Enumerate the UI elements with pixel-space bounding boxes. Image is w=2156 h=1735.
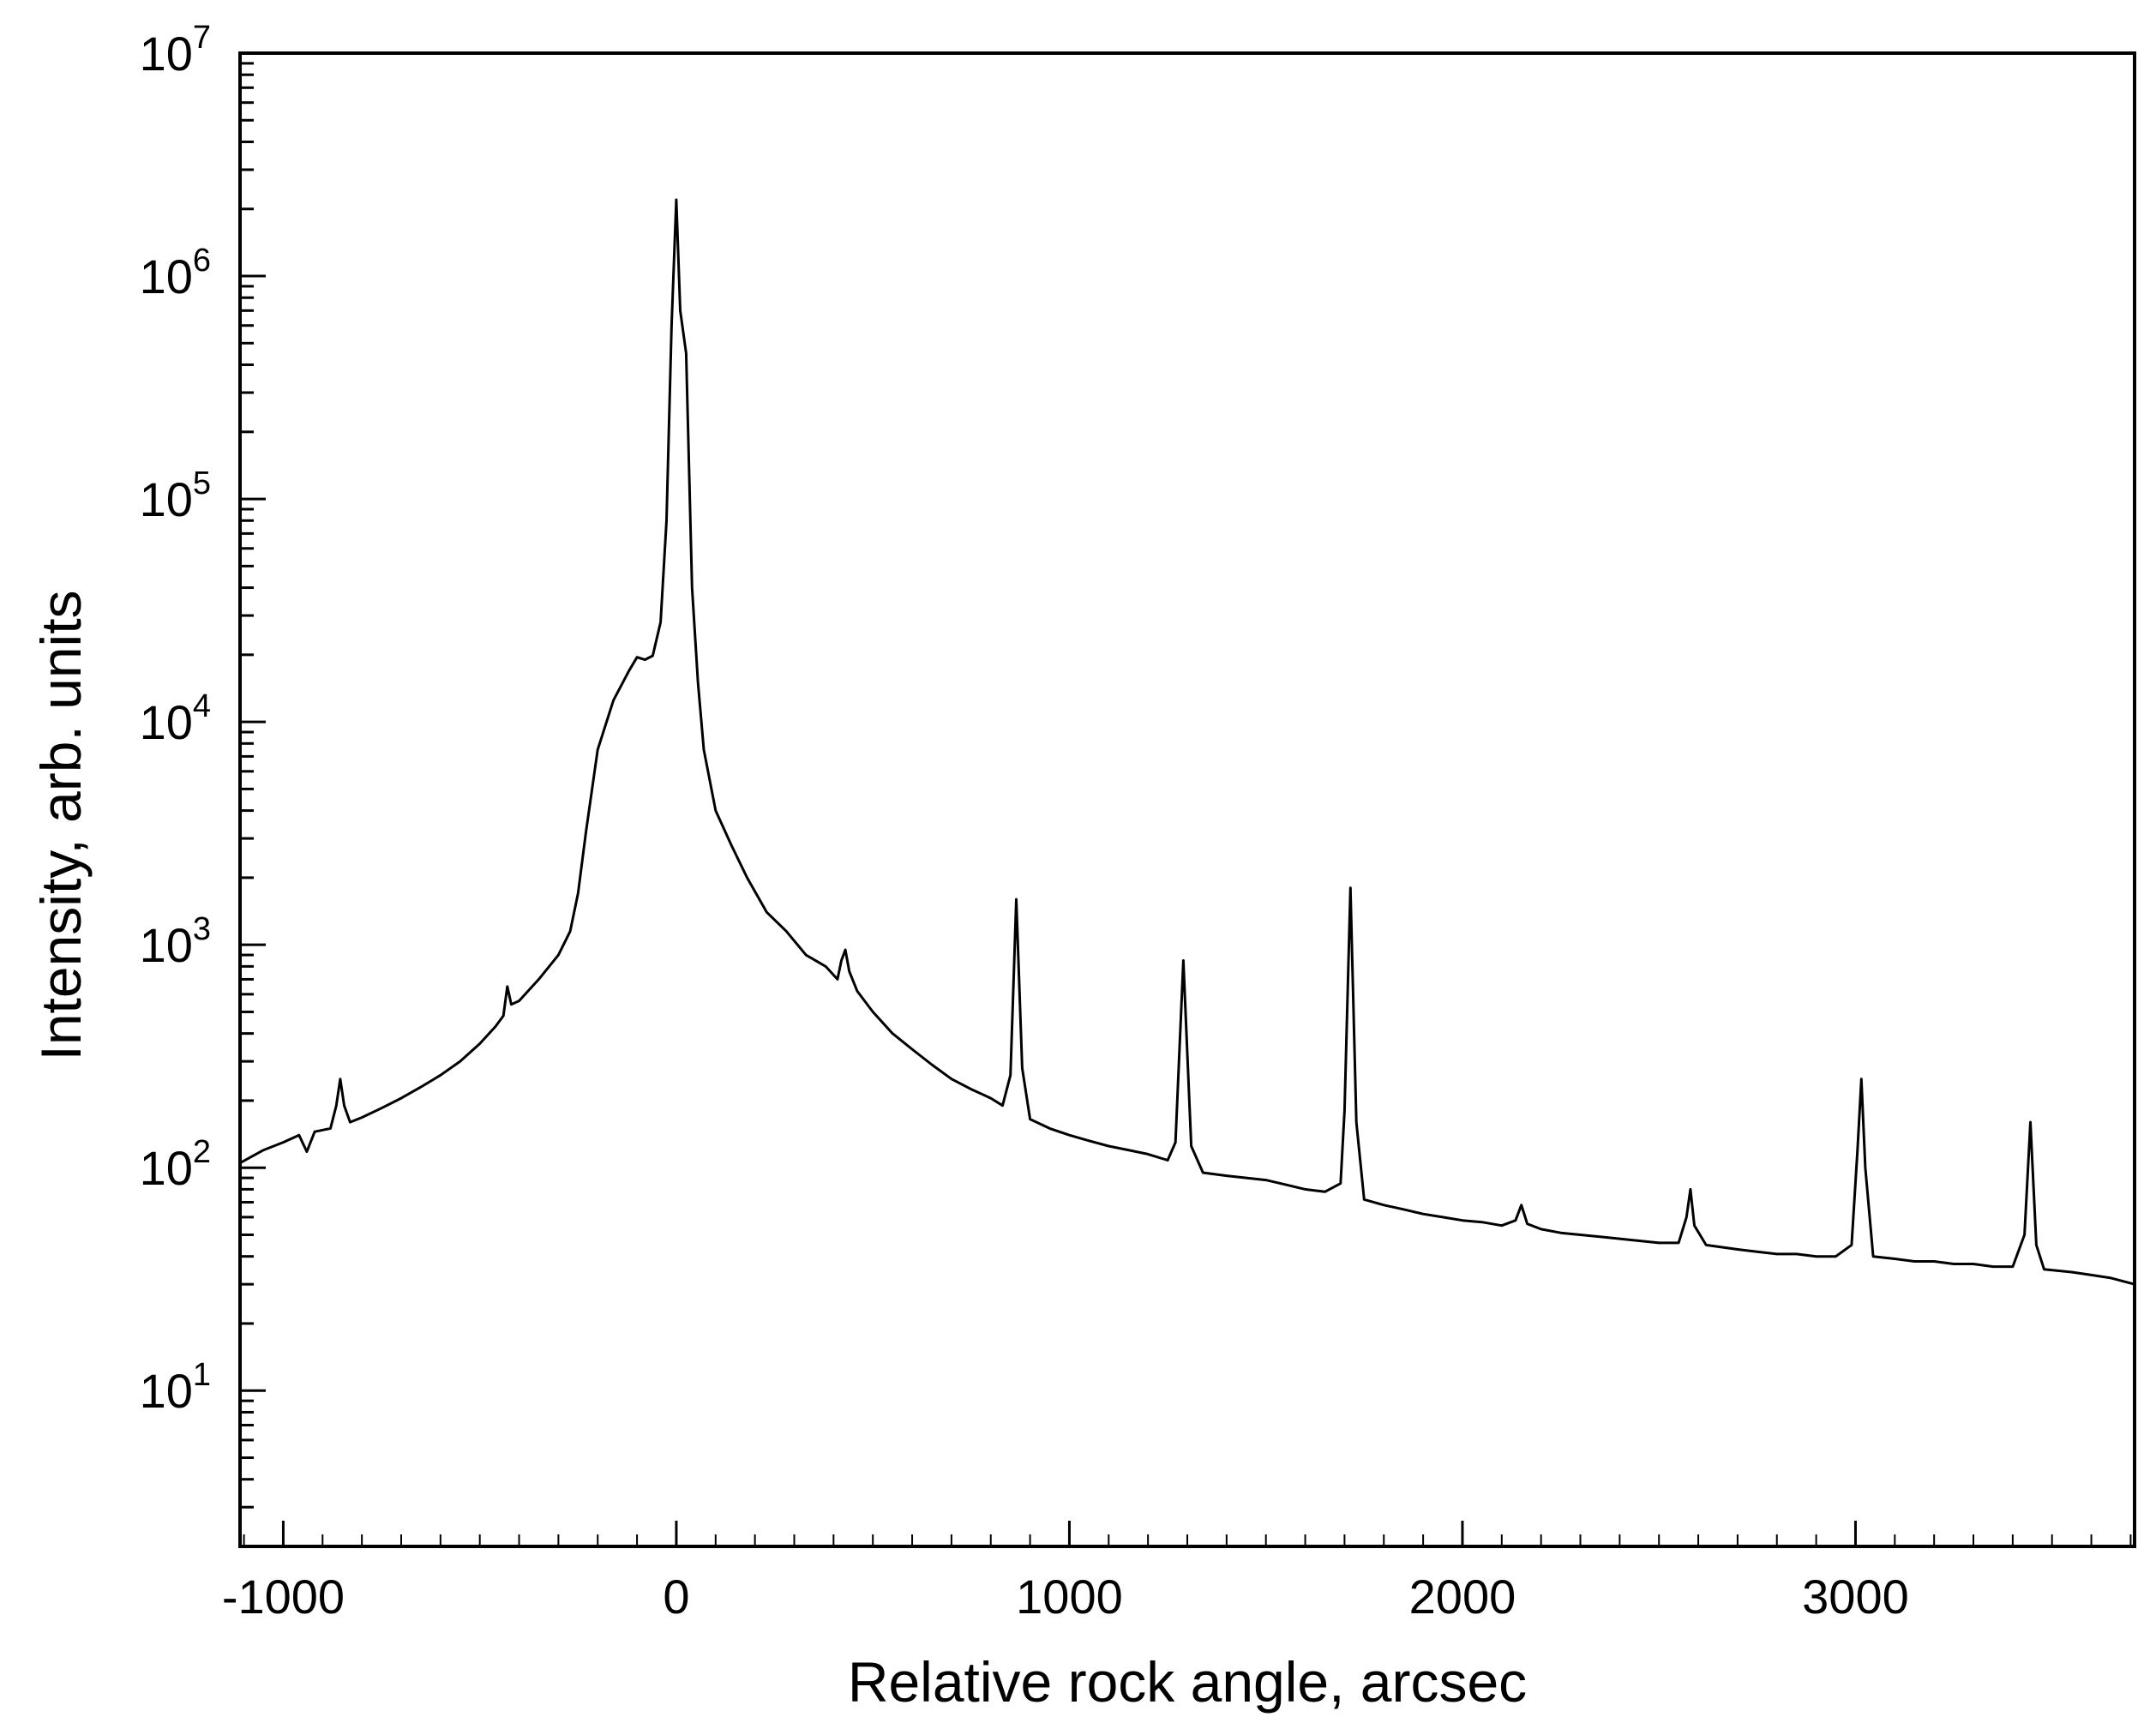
y-tick-label: 103 — [140, 911, 211, 972]
y-axis-title: Intensity, arb. units — [29, 590, 93, 1060]
x-tick-label: 2000 — [1409, 1570, 1516, 1624]
y-tick-label: 107 — [140, 20, 211, 81]
y-minor-ticks — [240, 62, 2132, 1548]
plot-frame — [238, 51, 2136, 1548]
x-tick-label: -1000 — [222, 1570, 345, 1624]
major-ticks — [240, 51, 1857, 1546]
intensity-line — [239, 198, 2135, 1286]
x-tick-label: 3000 — [1802, 1570, 1909, 1624]
y-tick-label: 105 — [140, 465, 211, 526]
tick-labels: 101 102 103 104 105 106 107 -1000 0 1000 2000 3000 — [140, 20, 1909, 1624]
x-tick-label: 0 — [663, 1570, 689, 1624]
y-tick-label: 101 — [140, 1357, 211, 1418]
y-tick-label: 104 — [140, 688, 211, 749]
x-tick-label: 1000 — [1016, 1570, 1123, 1624]
y-tick-label: 102 — [140, 1134, 211, 1195]
y-tick-label: 106 — [140, 243, 211, 303]
x-axis-title: Relative rock angle, arcsec — [848, 1650, 1527, 1714]
